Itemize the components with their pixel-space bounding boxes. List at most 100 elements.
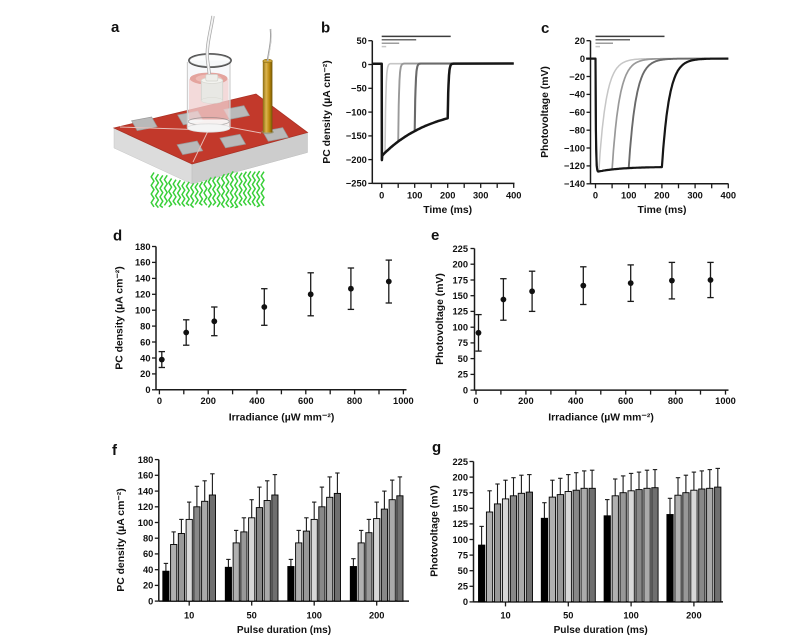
svg-text:−50: −50 (351, 84, 367, 94)
svg-text:0: 0 (362, 60, 367, 70)
svg-text:80: 80 (143, 534, 153, 544)
svg-text:100: 100 (407, 191, 423, 201)
svg-text:75: 75 (458, 338, 468, 348)
svg-text:200: 200 (452, 260, 468, 270)
svg-text:20: 20 (140, 369, 150, 379)
svg-text:50: 50 (563, 610, 573, 620)
svg-text:125: 125 (452, 519, 468, 529)
svg-text:175: 175 (452, 275, 468, 285)
svg-text:120: 120 (135, 290, 151, 300)
svg-text:c: c (541, 20, 549, 37)
svg-text:−40: −40 (569, 90, 585, 100)
svg-text:600: 600 (618, 396, 634, 406)
svg-text:125: 125 (452, 307, 468, 317)
svg-text:200: 200 (369, 610, 385, 620)
svg-text:100: 100 (306, 610, 322, 620)
svg-text:a: a (111, 19, 120, 36)
svg-text:180: 180 (135, 242, 151, 252)
svg-text:400: 400 (721, 191, 737, 201)
svg-text:50: 50 (356, 36, 366, 46)
svg-text:10: 10 (500, 610, 510, 620)
svg-text:160: 160 (138, 471, 154, 481)
svg-text:−150: −150 (346, 131, 367, 141)
svg-text:e: e (431, 227, 439, 244)
svg-text:60: 60 (140, 337, 150, 347)
svg-text:200: 200 (200, 396, 216, 406)
svg-text:0: 0 (473, 396, 478, 406)
svg-text:−100: −100 (346, 107, 367, 117)
svg-text:75: 75 (458, 550, 468, 560)
svg-text:300: 300 (687, 191, 703, 201)
svg-text:25: 25 (458, 370, 468, 380)
svg-text:600: 600 (298, 396, 314, 406)
svg-text:800: 800 (668, 396, 684, 406)
svg-text:200: 200 (686, 610, 702, 620)
svg-text:100: 100 (452, 535, 468, 545)
svg-text:Time (ms): Time (ms) (423, 205, 472, 216)
svg-text:400: 400 (568, 396, 584, 406)
svg-text:200: 200 (440, 191, 456, 201)
svg-text:−140: −140 (564, 179, 585, 189)
svg-text:200: 200 (452, 472, 468, 482)
svg-text:−100: −100 (564, 143, 585, 153)
svg-text:50: 50 (247, 610, 257, 620)
svg-text:0: 0 (580, 54, 585, 64)
svg-text:b: b (321, 20, 330, 37)
svg-text:0: 0 (145, 385, 150, 395)
svg-text:0: 0 (463, 385, 468, 395)
svg-text:d: d (113, 228, 122, 245)
svg-text:200: 200 (518, 396, 534, 406)
svg-text:180: 180 (138, 455, 154, 465)
svg-text:20: 20 (575, 36, 585, 46)
svg-text:100: 100 (452, 323, 468, 333)
svg-text:0: 0 (379, 191, 384, 201)
svg-text:60: 60 (143, 549, 153, 559)
svg-text:40: 40 (140, 353, 150, 363)
svg-text:f: f (112, 442, 118, 459)
svg-text:150: 150 (452, 291, 468, 301)
svg-text:0: 0 (463, 597, 468, 607)
svg-text:100: 100 (138, 518, 154, 528)
svg-text:150: 150 (452, 504, 468, 514)
svg-text:100: 100 (135, 306, 151, 316)
svg-text:400: 400 (249, 396, 265, 406)
svg-text:1000: 1000 (715, 396, 736, 406)
svg-text:g: g (432, 439, 441, 456)
svg-text:−80: −80 (569, 126, 585, 136)
svg-text:1000: 1000 (393, 396, 414, 406)
svg-text:Irradiance (µW mm⁻²): Irradiance (µW mm⁻²) (548, 413, 654, 424)
svg-text:Pulse duration (ms): Pulse duration (ms) (554, 625, 648, 636)
svg-text:175: 175 (452, 488, 468, 498)
svg-text:800: 800 (347, 396, 363, 406)
svg-text:Photovoltage (mV): Photovoltage (mV) (430, 485, 441, 577)
svg-text:20: 20 (143, 581, 153, 591)
svg-text:0: 0 (148, 596, 153, 606)
svg-text:Photovoltage (mV): Photovoltage (mV) (435, 273, 446, 365)
svg-text:−250: −250 (346, 179, 367, 189)
svg-text:−60: −60 (569, 108, 585, 118)
svg-text:140: 140 (135, 274, 151, 284)
svg-text:200: 200 (654, 191, 670, 201)
svg-text:0: 0 (593, 191, 598, 201)
svg-text:25: 25 (458, 582, 468, 592)
svg-text:225: 225 (452, 244, 468, 254)
svg-text:50: 50 (458, 566, 468, 576)
svg-text:PC density (µA cm⁻²): PC density (µA cm⁻²) (115, 266, 126, 369)
svg-text:Photovoltage (mV): Photovoltage (mV) (540, 66, 551, 158)
svg-text:160: 160 (135, 258, 151, 268)
svg-text:50: 50 (458, 354, 468, 364)
svg-text:400: 400 (506, 191, 522, 201)
svg-text:−120: −120 (564, 161, 585, 171)
svg-text:Time (ms): Time (ms) (638, 205, 687, 216)
svg-text:10: 10 (184, 610, 194, 620)
svg-text:80: 80 (140, 321, 150, 331)
svg-text:PC density (µA cm⁻²): PC density (µA cm⁻²) (322, 60, 333, 163)
svg-text:100: 100 (623, 610, 639, 620)
svg-text:40: 40 (143, 565, 153, 575)
svg-text:0: 0 (157, 396, 162, 406)
svg-text:225: 225 (452, 457, 468, 467)
svg-text:−20: −20 (569, 72, 585, 82)
svg-text:100: 100 (621, 191, 637, 201)
svg-text:Pulse duration (ms): Pulse duration (ms) (237, 625, 331, 636)
svg-text:140: 140 (138, 486, 154, 496)
